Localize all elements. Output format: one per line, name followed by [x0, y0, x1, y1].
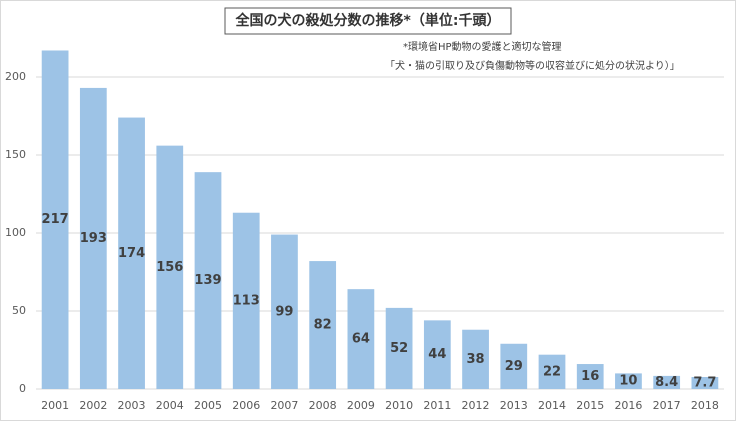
bar [232, 212, 260, 389]
x-tick-label: 2011 [423, 399, 451, 412]
bar [156, 145, 184, 389]
bar [423, 320, 451, 389]
bar [462, 329, 489, 389]
x-tick-label: 2013 [500, 399, 528, 412]
x-tick-label: 2004 [156, 399, 184, 412]
x-tick-label: 2018 [691, 399, 719, 412]
bar [79, 87, 107, 390]
bar [41, 50, 69, 389]
x-tick-label: 2002 [79, 399, 107, 412]
x-tick-label: 2017 [653, 399, 681, 412]
data-label: 139 [194, 273, 221, 288]
x-tick-label: 2003 [118, 399, 146, 412]
y-tick-label: 150 [5, 148, 26, 161]
bar [347, 289, 375, 389]
x-tick-label: 2010 [385, 399, 413, 412]
bar [576, 364, 604, 389]
annotation: *環境省HP動物の愛護と適切な管理 [403, 40, 562, 53]
data-label: 52 [390, 341, 408, 356]
x-tick-label: 2012 [462, 399, 490, 412]
x-tick-label: 2001 [41, 399, 69, 412]
y-tick-label: 100 [5, 226, 26, 239]
bar [118, 117, 145, 389]
bar [691, 376, 719, 389]
data-label: 156 [156, 260, 183, 275]
x-tick-label: 2014 [538, 399, 566, 412]
y-tick-label: 200 [5, 70, 26, 83]
x-tick-label: 2008 [309, 399, 337, 412]
data-label: 99 [275, 304, 293, 319]
data-label: 217 [42, 212, 69, 227]
data-label: 193 [80, 231, 107, 246]
x-tick-label: 2016 [614, 399, 642, 412]
data-label: 64 [352, 332, 370, 347]
data-label: 8.4 [655, 375, 678, 390]
data-label: 16 [581, 369, 599, 384]
data-label: 29 [505, 359, 523, 374]
data-label: 22 [543, 364, 561, 379]
data-label: 174 [118, 246, 145, 261]
bar [500, 343, 528, 389]
bar [653, 375, 681, 389]
x-tick-label: 2006 [232, 399, 260, 412]
y-tick-label: 0 [19, 382, 26, 395]
bar [271, 234, 298, 389]
x-tick-label: 2007 [270, 399, 298, 412]
bar [615, 373, 642, 389]
bar [538, 354, 566, 389]
title-box [224, 7, 512, 35]
bar [309, 261, 337, 389]
data-label: 44 [428, 347, 446, 362]
y-tick-label: 50 [12, 304, 26, 317]
chart-title: 全国の犬の殺処分数の推移*（単位:千頭） [235, 12, 501, 29]
x-tick-label: 2005 [194, 399, 222, 412]
data-label: 38 [467, 352, 485, 367]
data-label: 82 [314, 318, 332, 333]
annotation: 「犬・猫の引取り及び負傷動物等の収容並びに処分の状況より）」 [385, 59, 680, 72]
data-label: 10 [619, 374, 637, 389]
data-label: 7.7 [693, 375, 716, 390]
data-label: 113 [233, 293, 260, 308]
bar [385, 307, 413, 389]
bar [194, 172, 222, 389]
x-tick-label: 2015 [576, 399, 604, 412]
x-tick-label: 2009 [347, 399, 375, 412]
